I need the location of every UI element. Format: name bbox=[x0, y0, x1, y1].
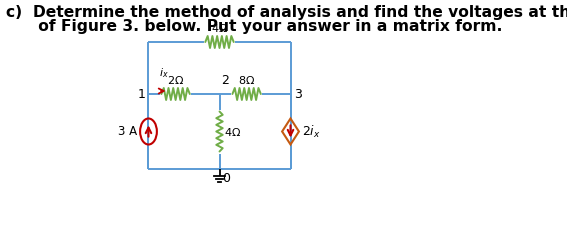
Text: $4\Omega$: $4\Omega$ bbox=[211, 22, 228, 34]
Text: 0: 0 bbox=[222, 172, 230, 185]
Text: 2: 2 bbox=[222, 74, 229, 87]
Text: $i_x$: $i_x$ bbox=[159, 66, 169, 80]
Text: $8\Omega$: $8\Omega$ bbox=[238, 74, 255, 86]
Text: c)  Determine the method of analysis and find the voltages at the nodes: c) Determine the method of analysis and … bbox=[6, 5, 567, 20]
Text: $2\Omega$: $2\Omega$ bbox=[167, 74, 184, 86]
Text: 1: 1 bbox=[137, 87, 145, 100]
Text: $4\Omega$: $4\Omega$ bbox=[224, 126, 241, 137]
Text: 3 A: 3 A bbox=[118, 125, 137, 138]
Text: $2i_x$: $2i_x$ bbox=[302, 123, 321, 140]
Text: of Figure 3. below. Put your answer in a matrix form.: of Figure 3. below. Put your answer in a… bbox=[6, 19, 503, 34]
Text: 3: 3 bbox=[294, 87, 302, 100]
